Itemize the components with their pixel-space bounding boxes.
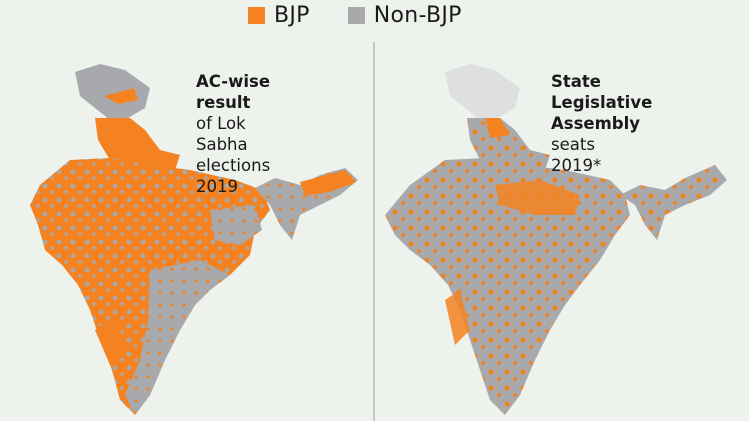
caption-state-assembly-year: 2019* <box>551 156 602 175</box>
panel-divider <box>373 42 375 421</box>
legend-item-non-bjp: Non-BJP <box>347 2 462 28</box>
caption-state-assembly: State Legislative Assembly seats 2019* <box>551 71 652 176</box>
legend: BJP Non-BJP <box>248 0 462 30</box>
legend-label-bjp: BJP <box>274 2 310 28</box>
non-bjp-swatch-icon <box>347 6 365 24</box>
india-map-lok-sabha <box>30 64 358 415</box>
caption-state-assembly-title: State Legislative <box>551 72 653 112</box>
caption-lok-sabha: AC-wise result of Lok Sabha elections 20… <box>196 71 270 197</box>
caption-lok-sabha-line2: of Lok Sabha <box>196 114 248 154</box>
legend-item-bjp: BJP <box>248 3 310 28</box>
caption-state-assembly-bold2: Assembly <box>551 114 641 133</box>
caption-state-assembly-seats: seats <box>551 135 595 154</box>
legend-label-non-bjp: Non-BJP <box>373 2 462 28</box>
caption-lok-sabha-title: AC-wise result <box>196 72 271 112</box>
bjp-swatch-icon <box>248 6 265 24</box>
caption-lok-sabha-line3: elections 2019 <box>196 156 271 196</box>
india-map-state-assembly <box>385 64 727 415</box>
